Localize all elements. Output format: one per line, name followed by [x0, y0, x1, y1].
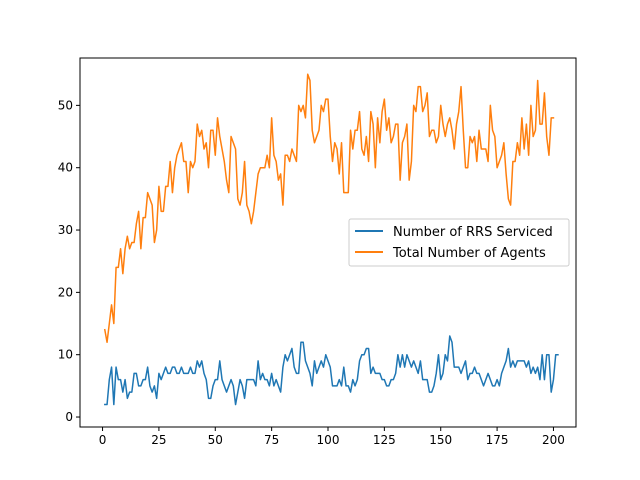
y-tick-label: 10 [58, 348, 73, 362]
legend-label-rrs-serviced: Number of RRS Serviced [393, 225, 553, 240]
x-tick-label: 50 [208, 433, 223, 447]
y-axis: 0 10 20 30 40 50 [58, 98, 80, 424]
y-tick-label: 0 [65, 410, 73, 424]
legend-label-total-agents: Total Number of Agents [392, 246, 546, 261]
y-tick-label: 50 [58, 98, 73, 112]
x-tick-label: 125 [373, 433, 396, 447]
x-tick-label: 75 [264, 433, 279, 447]
x-tick-label: 200 [542, 433, 565, 447]
y-tick-label: 30 [58, 223, 73, 237]
legend-box [348, 218, 570, 267]
series-line-0 [104, 335, 559, 406]
x-tick-label: 150 [429, 433, 452, 447]
legend: Number of RRS Serviced Total Number of A… [348, 218, 570, 267]
x-tick-label: 25 [151, 433, 166, 447]
y-tick-label: 20 [58, 285, 73, 299]
series-line-1 [103, 73, 555, 343]
x-tick-label: 175 [486, 433, 509, 447]
series-layer [103, 73, 559, 406]
x-tick-label: 0 [99, 433, 107, 447]
x-tick-label: 100 [317, 433, 340, 447]
y-tick-label: 40 [58, 161, 73, 175]
x-axis: 0 25 50 75 100 125 150 175 200 [99, 427, 565, 447]
